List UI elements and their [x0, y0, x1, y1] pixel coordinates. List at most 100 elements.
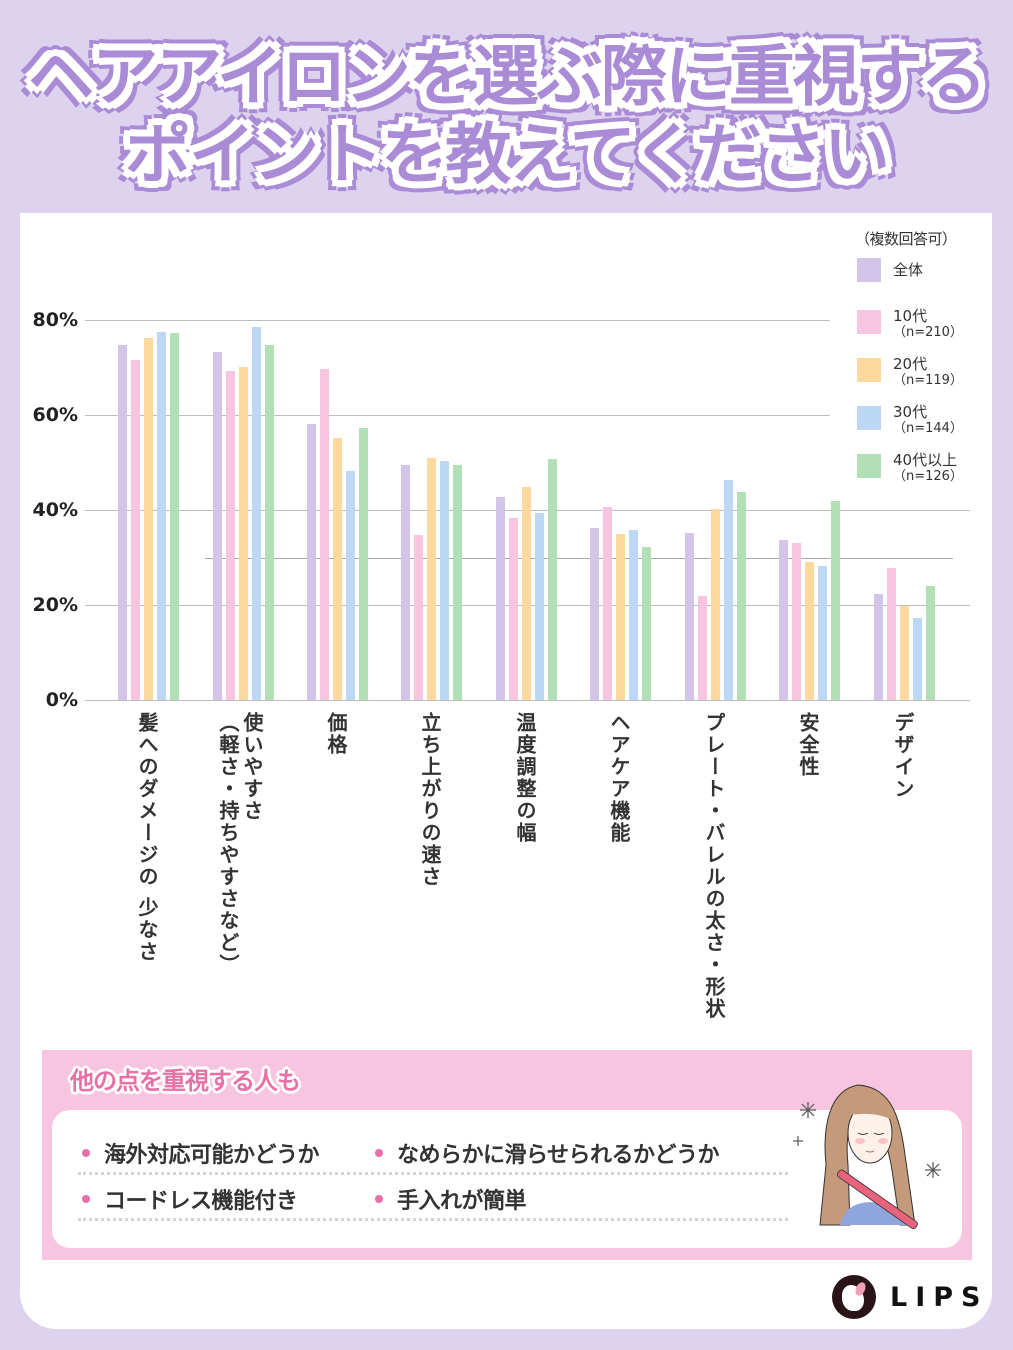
- bullet-icon: [82, 1149, 90, 1157]
- legend-item: 30代 （n=144）: [857, 404, 963, 436]
- others-item: なめらかに滑らせられるかどうか: [375, 1137, 720, 1169]
- bar: [792, 543, 801, 700]
- divider: [78, 1218, 788, 1221]
- legend-sample-size: （n=126）: [893, 469, 963, 484]
- bar: [252, 327, 261, 700]
- bar: [711, 509, 720, 700]
- bar: [496, 497, 505, 700]
- bar: [226, 370, 235, 700]
- y-tick-label: 0%: [45, 689, 78, 711]
- legend-label: 30代: [893, 403, 928, 421]
- legend-swatch: [857, 310, 881, 334]
- x-axis-label: 温度調整の幅: [513, 712, 537, 844]
- bar: [427, 457, 436, 700]
- bar: [616, 533, 625, 700]
- y-tick-label: 60%: [32, 404, 78, 426]
- bar: [144, 338, 153, 700]
- bullet-icon: [82, 1195, 90, 1203]
- bar: [685, 532, 694, 700]
- bar: [926, 586, 935, 700]
- legend-sample-size: （n=144）: [893, 421, 963, 436]
- bar: [522, 487, 531, 700]
- bar: [359, 427, 368, 700]
- brand-name: LIPS: [890, 1281, 989, 1313]
- bar: [603, 507, 612, 700]
- bar: [874, 594, 883, 700]
- legend-item: 10代 （n=210）: [857, 308, 963, 340]
- bar: [818, 566, 827, 700]
- bar: [831, 500, 840, 700]
- deer-logo-icon: [832, 1275, 876, 1319]
- y-tick-label: 80%: [32, 309, 78, 331]
- others-title: 他の点を重視する人も: [70, 1067, 301, 1095]
- bar: [779, 539, 788, 700]
- gridline: [85, 415, 830, 416]
- bar: [913, 617, 922, 700]
- others-tab: [42, 1050, 412, 1100]
- others-item: 手入れが簡単: [375, 1183, 527, 1215]
- reference-line: [205, 557, 953, 559]
- bar: [453, 464, 462, 700]
- x-axis-label: 立ち上がりの速さ: [418, 712, 442, 888]
- bar: [900, 605, 909, 700]
- x-axis-label: 髪へのダメージの 少なさ: [135, 712, 159, 963]
- woman-hair-iron-illustration: [793, 1084, 941, 1230]
- bar: [170, 332, 179, 700]
- bar: [629, 529, 638, 700]
- y-tick-label: 40%: [32, 499, 78, 521]
- bar: [737, 491, 746, 700]
- sparkle-icon: [793, 1102, 941, 1178]
- legend-swatch: [857, 406, 881, 430]
- bar: [213, 351, 222, 700]
- legend-label: 全体: [893, 261, 924, 279]
- bar: [401, 464, 410, 700]
- legend-note: （複数回答可）: [855, 230, 957, 248]
- legend: （複数回答可）: [855, 228, 995, 263]
- gridline: [85, 320, 830, 321]
- x-axis-label: 価格: [324, 712, 348, 756]
- bar: [157, 331, 166, 700]
- bar: [307, 424, 316, 700]
- x-axis-label: 安全性: [796, 712, 820, 778]
- bar: [590, 528, 599, 700]
- legend-label: 20代: [893, 355, 928, 373]
- bar: [414, 535, 423, 700]
- bar: [698, 595, 707, 700]
- page-title: ヘアアイロンを選ぶ際に重視する ポイントを教えてください: [0, 38, 1013, 194]
- legend-swatch: [857, 358, 881, 382]
- legend-item: 40代以上 （n=126）: [857, 452, 963, 484]
- bar: [724, 480, 733, 700]
- others-list-panel: [52, 1110, 962, 1248]
- legend-item: 全体: [857, 258, 923, 282]
- bullet-icon: [375, 1149, 383, 1157]
- bar: [333, 437, 342, 700]
- bar: [805, 562, 814, 700]
- legend-sample-size: （n=210）: [893, 325, 963, 340]
- others-item: コードレス機能付き: [82, 1183, 298, 1215]
- lips-logo: LIPS: [832, 1275, 989, 1319]
- bar: [131, 359, 140, 700]
- x-axis-label: デザイン: [891, 712, 915, 800]
- legend-item: 20代 （n=119）: [857, 356, 963, 388]
- bullet-icon: [375, 1195, 383, 1203]
- bar: [320, 368, 329, 700]
- legend-sample-size: （n=119）: [893, 373, 963, 388]
- x-axis-label: 使いやすさ （軽さ・持ちやすさなど）: [216, 712, 264, 976]
- bar: [118, 345, 127, 700]
- legend-label: 10代: [893, 307, 928, 325]
- bar: [642, 547, 651, 700]
- bar: [509, 518, 518, 700]
- bar: [265, 345, 274, 700]
- bar: [346, 471, 355, 700]
- bar: [887, 567, 896, 700]
- title-line-2: ポイントを教えてください: [125, 116, 890, 193]
- title-line-1: ヘアアイロンを選ぶ際に重視する: [28, 38, 987, 115]
- x-axis-label: プレート・バレルの太さ・形状: [702, 712, 726, 1020]
- divider: [78, 1172, 788, 1175]
- legend-label: 40代以上: [893, 451, 958, 469]
- legend-swatch: [857, 258, 881, 282]
- gridline: [85, 700, 970, 701]
- bar: [440, 461, 449, 700]
- y-tick-label: 20%: [32, 594, 78, 616]
- bar: [535, 512, 544, 700]
